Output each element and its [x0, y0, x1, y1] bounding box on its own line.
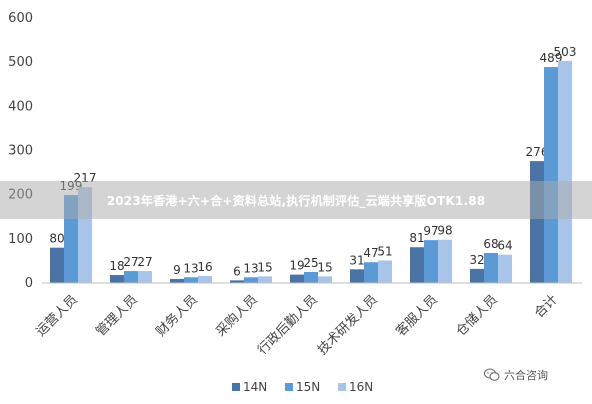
bar — [244, 277, 258, 283]
bar — [498, 254, 512, 283]
data-label: 32 — [469, 253, 484, 267]
x-tick-label: 客服人员 — [393, 292, 441, 340]
bar — [438, 239, 452, 283]
data-label: 15 — [317, 260, 332, 274]
y-tick-label: 600 — [8, 11, 33, 26]
data-label: 31 — [349, 253, 364, 267]
x-tick-label: 运营人员 — [33, 292, 80, 339]
bar — [124, 271, 138, 283]
overlay-banner: 2023年香港+六+合+资料总站,执行机制评估_云端共享版OTK1.88 — [0, 181, 592, 219]
x-tick-label: 财务人员 — [153, 292, 201, 340]
bar — [410, 247, 424, 283]
data-label: 81 — [409, 231, 424, 245]
data-label: 15 — [257, 260, 272, 274]
legend-swatch — [285, 383, 293, 391]
watermark-text: 六合咨询 — [504, 369, 548, 382]
data-label: 51 — [377, 244, 392, 258]
bar — [110, 275, 124, 283]
bar — [424, 240, 438, 283]
data-label: 18 — [109, 259, 124, 273]
x-tick-label: 行政后勤人员 — [255, 292, 321, 358]
data-label: 64 — [497, 239, 512, 253]
bar — [198, 275, 212, 283]
bar — [138, 271, 152, 283]
data-label: 9 — [173, 263, 181, 277]
y-tick-label: 0 — [25, 276, 33, 291]
data-label: 98 — [437, 224, 452, 238]
x-tick-label: 合计 — [532, 292, 561, 321]
data-label: 97 — [423, 224, 438, 238]
data-label: 19 — [289, 259, 304, 273]
y-tick-label: 500 — [8, 55, 33, 70]
bar — [364, 262, 378, 283]
bar — [544, 67, 558, 284]
wechat-icon — [484, 368, 500, 381]
y-tick-label: 100 — [8, 232, 33, 247]
data-label: 68 — [483, 237, 498, 251]
bar — [290, 274, 304, 283]
data-label: 489 — [540, 51, 563, 65]
bar — [558, 60, 572, 283]
data-label: 80 — [49, 232, 64, 246]
data-label: 47 — [363, 246, 378, 260]
data-label: 13 — [243, 261, 258, 275]
data-label: 6 — [233, 264, 241, 278]
legend-label: 15N — [296, 380, 320, 394]
bar — [484, 252, 498, 283]
data-label: 16 — [197, 260, 212, 274]
x-tick-label: 技术研发人员 — [314, 292, 380, 358]
legend-label: 16N — [349, 380, 373, 394]
bar — [304, 271, 318, 283]
watermark: 六合咨询 — [484, 366, 548, 384]
data-label: 276 — [526, 145, 549, 159]
banner-text: 2023年香港+六+合+资料总站,执行机制评估_云端共享版OTK1.88 — [106, 193, 486, 208]
bar — [258, 276, 272, 283]
legend-label: 14N — [243, 380, 267, 394]
bar — [50, 247, 64, 283]
data-label: 13 — [183, 261, 198, 275]
data-label: 25 — [303, 256, 318, 270]
x-tick-label: 仓储人员 — [453, 292, 500, 339]
bar — [378, 260, 392, 283]
data-label: 27 — [123, 255, 138, 269]
legend-swatch — [338, 383, 346, 391]
data-label: 503 — [554, 45, 577, 59]
bar — [170, 279, 184, 283]
bar — [184, 277, 198, 283]
x-tick-label: 采购人员 — [213, 292, 261, 340]
data-label: 27 — [137, 255, 152, 269]
y-tick-label: 300 — [8, 144, 33, 159]
x-tick-label: 管理人员 — [93, 292, 140, 339]
legend-swatch — [232, 383, 240, 391]
bar — [530, 161, 544, 283]
bar — [230, 280, 244, 283]
bar — [318, 276, 332, 283]
bar — [350, 269, 364, 283]
bar — [470, 268, 484, 283]
y-tick-label: 400 — [8, 99, 33, 114]
